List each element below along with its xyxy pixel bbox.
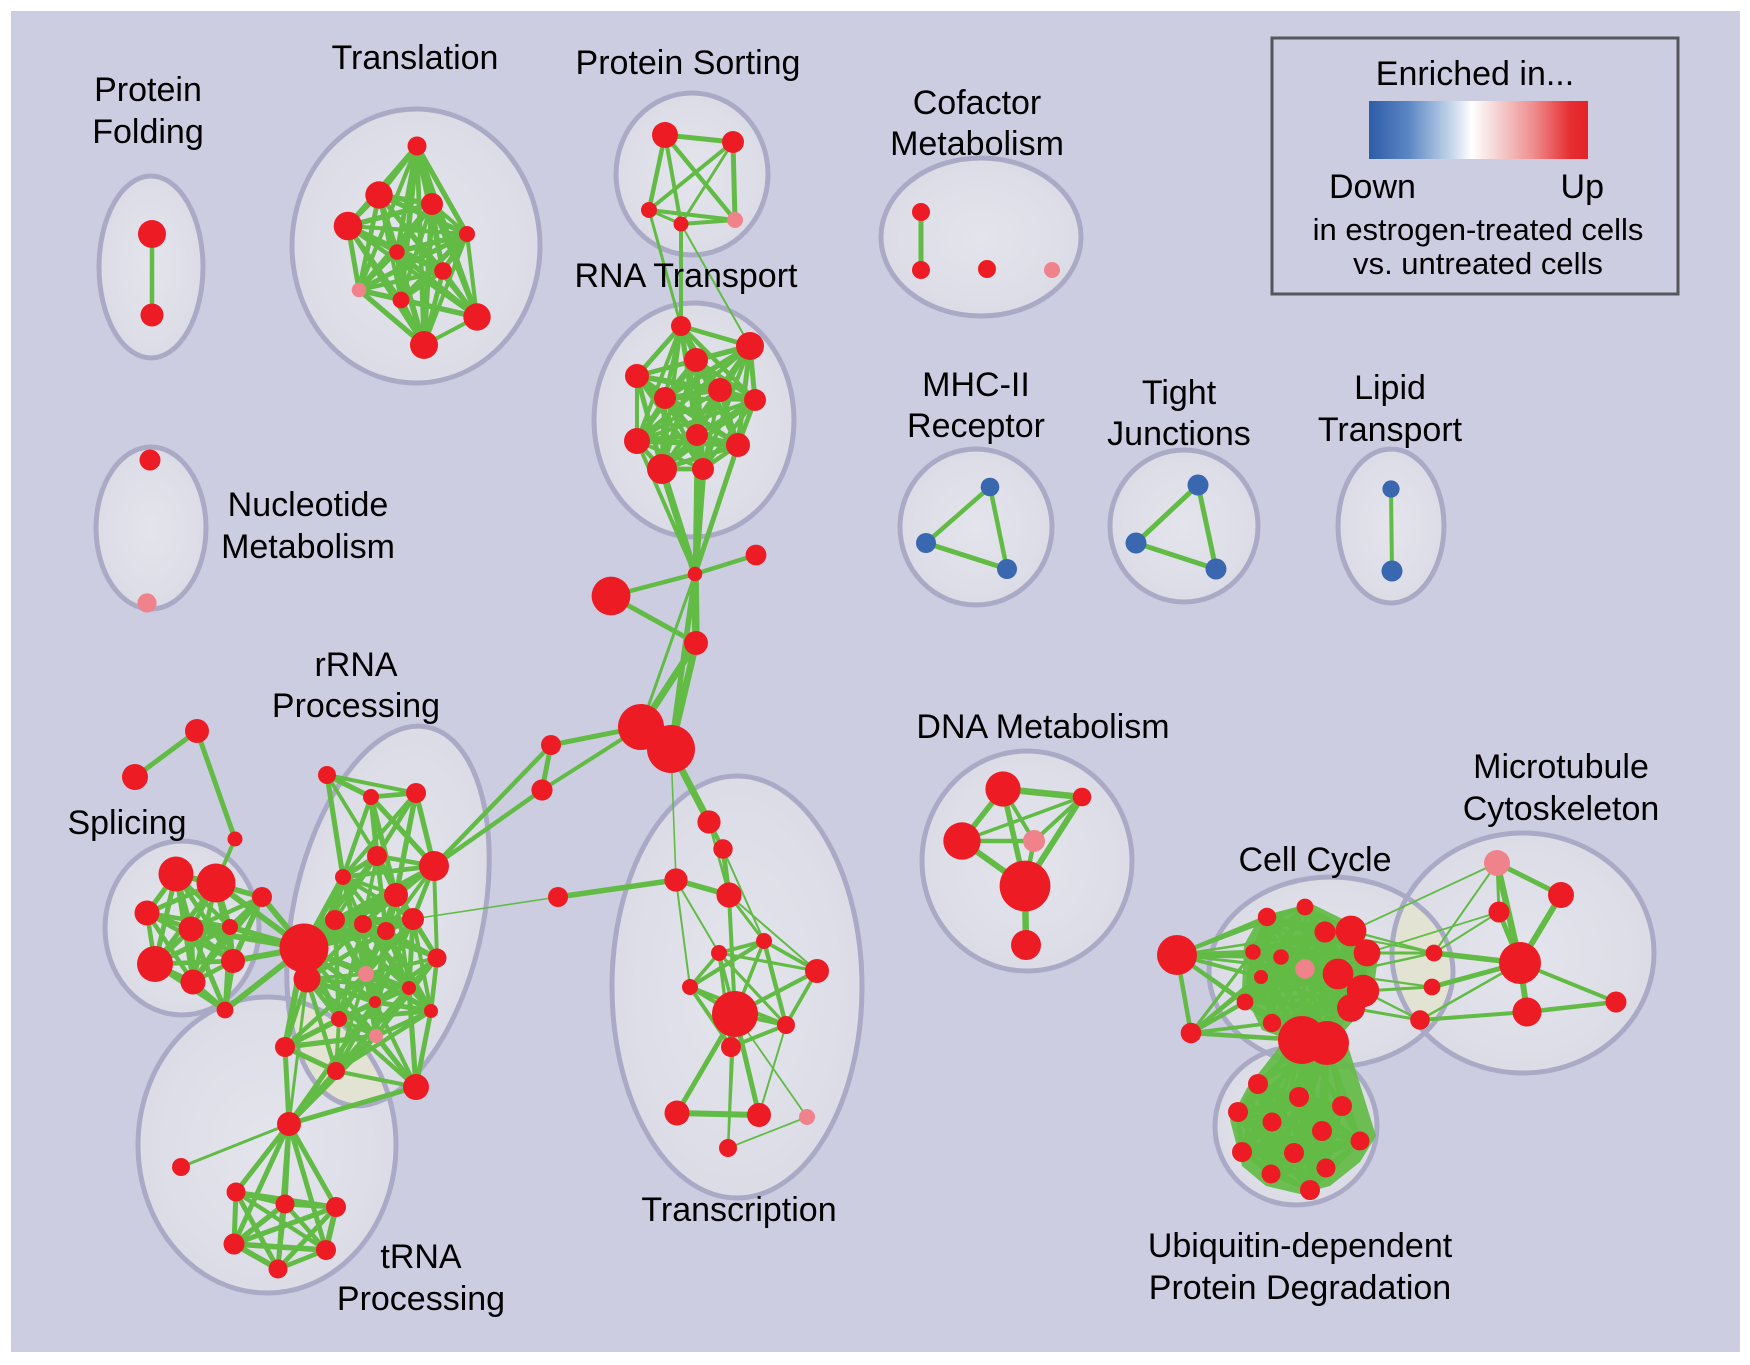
svg-text:Translation: Translation: [332, 39, 499, 77]
svg-text:Protein: Protein: [94, 71, 202, 109]
svg-text:Microtubule: Microtubule: [1473, 748, 1649, 786]
svg-text:MHC-II: MHC-II: [922, 366, 1030, 404]
svg-text:Receptor: Receptor: [907, 407, 1045, 445]
svg-text:Down: Down: [1329, 168, 1416, 206]
svg-text:Nucleotide: Nucleotide: [228, 486, 389, 524]
svg-text:RNA Transport: RNA Transport: [575, 257, 799, 295]
svg-text:Transport: Transport: [1318, 411, 1463, 449]
svg-text:in estrogen-treated cells: in estrogen-treated cells: [1313, 212, 1644, 247]
svg-text:Ubiquitin-dependent: Ubiquitin-dependent: [1148, 1227, 1453, 1265]
svg-text:Up: Up: [1561, 168, 1604, 206]
svg-text:Folding: Folding: [92, 113, 204, 151]
svg-text:Splicing: Splicing: [67, 804, 186, 842]
svg-text:Transcription: Transcription: [641, 1191, 836, 1229]
svg-text:vs. untreated cells: vs. untreated cells: [1353, 246, 1603, 281]
svg-text:Junctions: Junctions: [1107, 415, 1251, 453]
svg-text:DNA Metabolism: DNA Metabolism: [916, 708, 1169, 746]
svg-text:Lipid: Lipid: [1354, 369, 1426, 407]
svg-text:Protein Sorting: Protein Sorting: [576, 44, 801, 82]
svg-text:Cofactor: Cofactor: [913, 84, 1042, 122]
svg-text:Processing: Processing: [337, 1280, 505, 1318]
svg-text:Processing: Processing: [272, 687, 440, 725]
svg-text:rRNA: rRNA: [314, 646, 397, 684]
svg-text:Protein Degradation: Protein Degradation: [1149, 1269, 1451, 1307]
svg-text:Metabolism: Metabolism: [890, 125, 1064, 163]
svg-text:tRNA: tRNA: [380, 1238, 462, 1276]
svg-text:Enriched in...: Enriched in...: [1376, 55, 1574, 93]
svg-text:Metabolism: Metabolism: [221, 528, 395, 566]
svg-text:Tight: Tight: [1142, 374, 1217, 412]
svg-text:Cell Cycle: Cell Cycle: [1238, 841, 1391, 879]
svg-text:Cytoskeleton: Cytoskeleton: [1463, 790, 1660, 828]
